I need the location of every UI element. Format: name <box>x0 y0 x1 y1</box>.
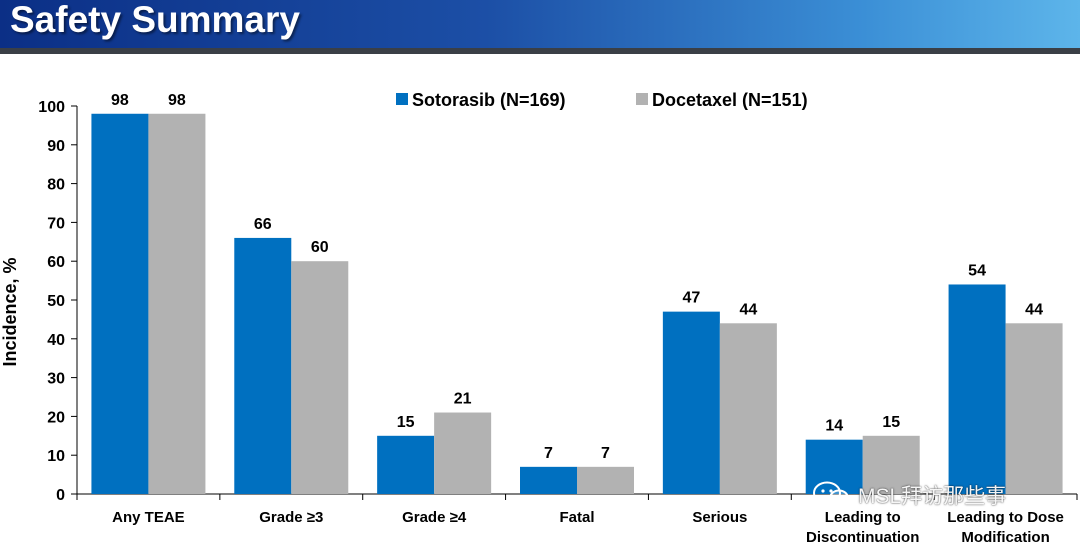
legend-label-sotorasib: Sotorasib (N=169) <box>412 90 566 110</box>
bar-value-label: 47 <box>682 290 700 307</box>
y-tick-label: 50 <box>47 293 65 310</box>
bar-docetaxel <box>577 466 634 494</box>
x-category-label: Grade ≥4 <box>402 509 467 526</box>
x-category-label: Leading to <box>825 509 901 526</box>
page-title: Safety Summary <box>10 0 300 40</box>
bar-docetaxel <box>1005 323 1063 494</box>
bar-value-label: 21 <box>454 391 472 408</box>
title-banner <box>0 0 1080 48</box>
bar-docetaxel <box>719 323 777 494</box>
bar-value-label: 98 <box>168 92 186 109</box>
chart-bars <box>91 113 1063 495</box>
bar-value-label: 14 <box>825 418 843 435</box>
y-tick-label: 80 <box>47 177 65 194</box>
y-tick-label: 30 <box>47 371 65 388</box>
x-category-label: Fatal <box>559 509 594 526</box>
bar-sotorasib <box>91 113 149 494</box>
legend-swatch-docetaxel <box>636 93 648 105</box>
bar-value-label: 60 <box>311 239 329 256</box>
legend-label-docetaxel: Docetaxel (N=151) <box>652 90 808 110</box>
wechat-icon <box>813 481 849 508</box>
chart-labels: 0 10 20 30 40 50 60 70 80 90 100 Incidence, % 98 98 An… <box>0 92 1064 546</box>
bar-value-label: 66 <box>254 216 272 233</box>
bar-value-label: 7 <box>601 445 610 462</box>
y-tick-label: 0 <box>56 487 65 504</box>
y-tick-label: 10 <box>47 448 65 465</box>
x-category-label: Grade ≥3 <box>259 509 323 526</box>
x-category-label: Discontinuation <box>806 529 919 546</box>
y-tick-label: 40 <box>47 332 65 349</box>
bar-sotorasib <box>520 466 577 494</box>
x-category-label: Modification <box>961 529 1049 546</box>
bar-sotorasib <box>234 237 292 495</box>
chart-legend: Sotorasib (N=169) Docetaxel (N=151) <box>396 90 808 110</box>
x-category-label: Leading to Dose <box>947 509 1064 526</box>
bar-value-label: 98 <box>111 92 129 109</box>
bar-value-label: 44 <box>1025 301 1043 318</box>
title-banner-rule <box>0 48 1080 54</box>
x-category-label: Serious <box>692 509 747 526</box>
bar-value-label: 7 <box>544 445 553 462</box>
y-tick-label: 90 <box>47 138 65 155</box>
x-category-label: Any TEAE <box>112 509 185 526</box>
bar-value-label: 54 <box>968 262 986 279</box>
bar-docetaxel <box>148 113 206 494</box>
y-tick-label: 60 <box>47 254 65 271</box>
watermark: MSL拜访那些事 <box>812 480 1006 510</box>
y-tick-label: 20 <box>47 409 65 426</box>
bar-value-label: 44 <box>739 301 757 318</box>
bar-value-label: 15 <box>397 414 415 431</box>
y-axis-title: Incidence, % <box>0 257 20 366</box>
y-tick-label: 70 <box>47 215 65 232</box>
legend-swatch-sotorasib <box>396 93 408 105</box>
bar-value-label: 15 <box>882 414 900 431</box>
bar-docetaxel <box>434 412 492 494</box>
bar-sotorasib <box>662 311 720 494</box>
bar-sotorasib <box>948 284 1006 494</box>
bar-sotorasib <box>377 435 435 494</box>
watermark-text: MSL拜访那些事 <box>858 485 1007 508</box>
bar-docetaxel <box>291 261 349 494</box>
chart-axes <box>71 105 1078 500</box>
bar-docetaxel <box>862 435 920 494</box>
y-tick-label: 100 <box>38 99 65 116</box>
